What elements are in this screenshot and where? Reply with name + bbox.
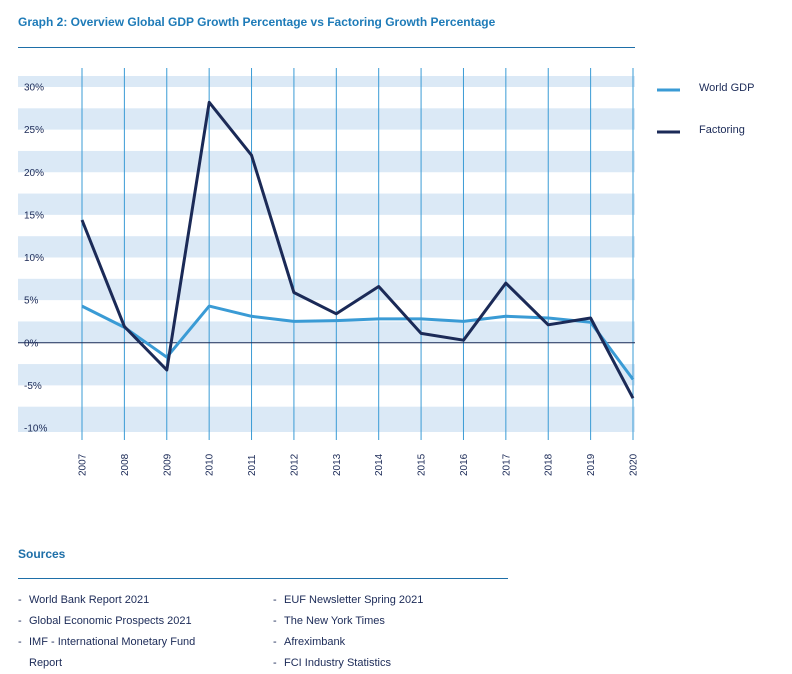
plot-background	[18, 76, 635, 432]
sources-heading: Sources	[18, 547, 66, 561]
x-tick-label: 2017	[501, 453, 512, 476]
source-item: - Afreximbank	[273, 636, 346, 648]
grid-band	[18, 172, 635, 194]
x-tick-label: 2007	[78, 453, 89, 476]
x-tick-label: 2010	[205, 453, 216, 476]
source-item: - EUF Newsletter Spring 2021	[273, 594, 424, 606]
x-tick-label: 2009	[162, 453, 173, 476]
source-item: - World Bank Report 2021	[18, 594, 150, 606]
x-tick-label: 2014	[374, 453, 385, 476]
grid-band	[18, 342, 635, 365]
sources-list-right: - EUF Newsletter Spring 2021 - The New Yor…	[273, 590, 523, 674]
legend-label: Factoring	[699, 124, 745, 136]
y-tick-label: 10%	[24, 253, 44, 264]
y-tick-label: -5%	[24, 381, 42, 392]
grid-band	[18, 129, 635, 151]
grid-band	[18, 214, 635, 237]
line-chart: 30% 25% 20% 15% 10% 5% 0% -5% -10% 2007 2008 2009 20…	[18, 68, 754, 476]
chart-title: Graph 2: Overview Global GDP Growth Perc…	[18, 15, 496, 29]
x-tick-label: 2018	[544, 453, 555, 476]
grid-band	[18, 385, 635, 407]
source-item: - The New York Times	[273, 615, 385, 627]
grid-band	[18, 257, 635, 279]
x-tick-label: 2016	[459, 453, 470, 476]
x-tick-label: 2011	[247, 454, 258, 476]
y-tick-label: 15%	[24, 210, 44, 221]
y-tick-label: 30%	[24, 83, 44, 94]
y-tick-label: 20%	[24, 168, 44, 179]
x-tick-label: 2015	[417, 453, 428, 476]
grid-band	[18, 87, 635, 109]
x-tick-label: 2020	[629, 453, 640, 476]
x-tick-label: 2013	[332, 453, 343, 476]
x-tick-label: 2012	[289, 453, 300, 476]
y-tick-label: 0%	[24, 338, 39, 349]
source-item: - FCI Industry Statistics	[273, 657, 391, 669]
y-tick-label: 25%	[24, 125, 44, 136]
source-item: - IMF - International Monetary Fund Report	[18, 636, 196, 669]
series-line-factoring	[80, 100, 635, 399]
title-divider	[18, 47, 635, 48]
sources-divider	[18, 578, 508, 579]
legend-label: World GDP	[699, 82, 754, 94]
x-tick-label: 2008	[120, 453, 131, 476]
y-tick-label: -10%	[24, 424, 47, 435]
source-item: - Global Economic Prospects 2021	[18, 615, 192, 627]
x-tick-label: 2019	[586, 453, 597, 476]
y-tick-label: 5%	[24, 296, 39, 307]
sources-list-left: - World Bank Report 2021 - Global Economic…	[18, 590, 268, 674]
